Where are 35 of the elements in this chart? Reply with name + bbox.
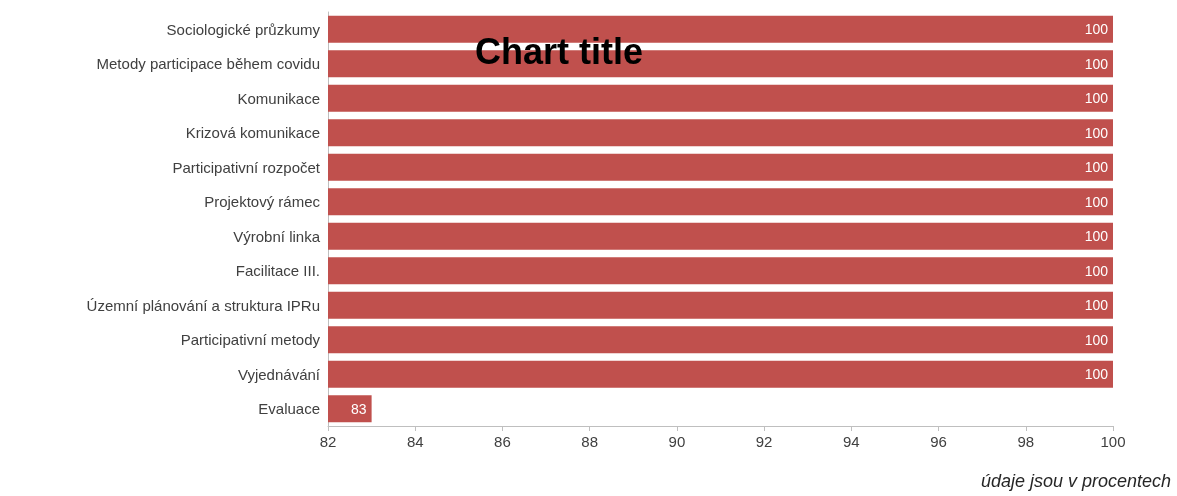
data-label: 83 xyxy=(351,400,367,417)
x-tick-label: 84 xyxy=(406,433,424,450)
data-label: 100 xyxy=(1084,228,1109,245)
y-tick-label: Participativní rozpočet xyxy=(172,158,321,176)
y-tick-label: Participativní metody xyxy=(180,331,321,349)
y-tick-label: Facilitace III. xyxy=(235,262,320,280)
x-tick-label: 82 xyxy=(319,433,337,450)
x-tick-label: 100 xyxy=(1100,433,1126,450)
data-label: 100 xyxy=(1084,90,1109,107)
y-tick-label: Územní plánování a struktura IPRu xyxy=(86,296,320,314)
data-label: 100 xyxy=(1084,262,1109,279)
y-tick-label: Výrobní linka xyxy=(233,227,321,245)
x-tick-label: 86 xyxy=(494,433,511,450)
data-label: 100 xyxy=(1084,21,1109,38)
y-tick-label: Sociologické průzkumy xyxy=(166,20,321,38)
data-label: 100 xyxy=(1084,193,1109,210)
x-tick-label: 88 xyxy=(581,433,599,450)
data-label: 100 xyxy=(1084,55,1109,72)
x-tick-label: 96 xyxy=(930,433,947,450)
y-tick-label: Metody participace během covidu xyxy=(96,55,320,73)
y-tick-label: Komunikace xyxy=(237,89,320,107)
data-label: 100 xyxy=(1084,124,1109,141)
y-tick-label: Projektový rámec xyxy=(204,193,321,211)
data-label: 100 xyxy=(1084,297,1109,314)
x-tick-label: 92 xyxy=(755,433,773,450)
data-label: 100 xyxy=(1084,366,1109,383)
x-tick-label: 90 xyxy=(668,433,686,450)
y-tick-label: Evaluace xyxy=(258,400,320,418)
y-tick-label: Vyjednávání xyxy=(237,365,321,383)
x-axis-title: údaje jsou v procentech xyxy=(980,471,1171,491)
data-label: 100 xyxy=(1084,159,1109,176)
y-tick-label: Krizová komunikace xyxy=(185,124,320,142)
x-tick-label: 94 xyxy=(842,433,860,450)
data-label: 100 xyxy=(1084,331,1109,348)
x-tick-label: 98 xyxy=(1017,433,1035,450)
